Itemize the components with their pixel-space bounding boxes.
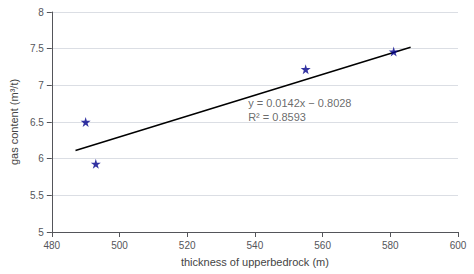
svg-text:7.5: 7.5	[30, 43, 44, 54]
svg-text:y = 0.0142x − 0.8028: y = 0.0142x − 0.8028	[248, 97, 351, 109]
svg-text:600: 600	[450, 240, 467, 251]
svg-text:560: 560	[314, 240, 331, 251]
svg-text:5.5: 5.5	[30, 190, 44, 201]
svg-text:6.5: 6.5	[30, 117, 44, 128]
svg-text:7: 7	[38, 80, 44, 91]
svg-text:8: 8	[38, 7, 44, 18]
svg-text:520: 520	[179, 240, 196, 251]
svg-text:gas content (m³/t): gas content (m³/t)	[8, 79, 20, 165]
svg-text:6: 6	[38, 153, 44, 164]
svg-text:480: 480	[43, 240, 60, 251]
svg-text:R² = 0.8593: R² = 0.8593	[248, 111, 306, 123]
svg-text:540: 540	[247, 240, 264, 251]
svg-text:500: 500	[111, 240, 128, 251]
svg-text:5: 5	[38, 227, 44, 238]
svg-text:580: 580	[382, 240, 399, 251]
svg-text:thickness of upperbedrock (m): thickness of upperbedrock (m)	[181, 256, 329, 268]
